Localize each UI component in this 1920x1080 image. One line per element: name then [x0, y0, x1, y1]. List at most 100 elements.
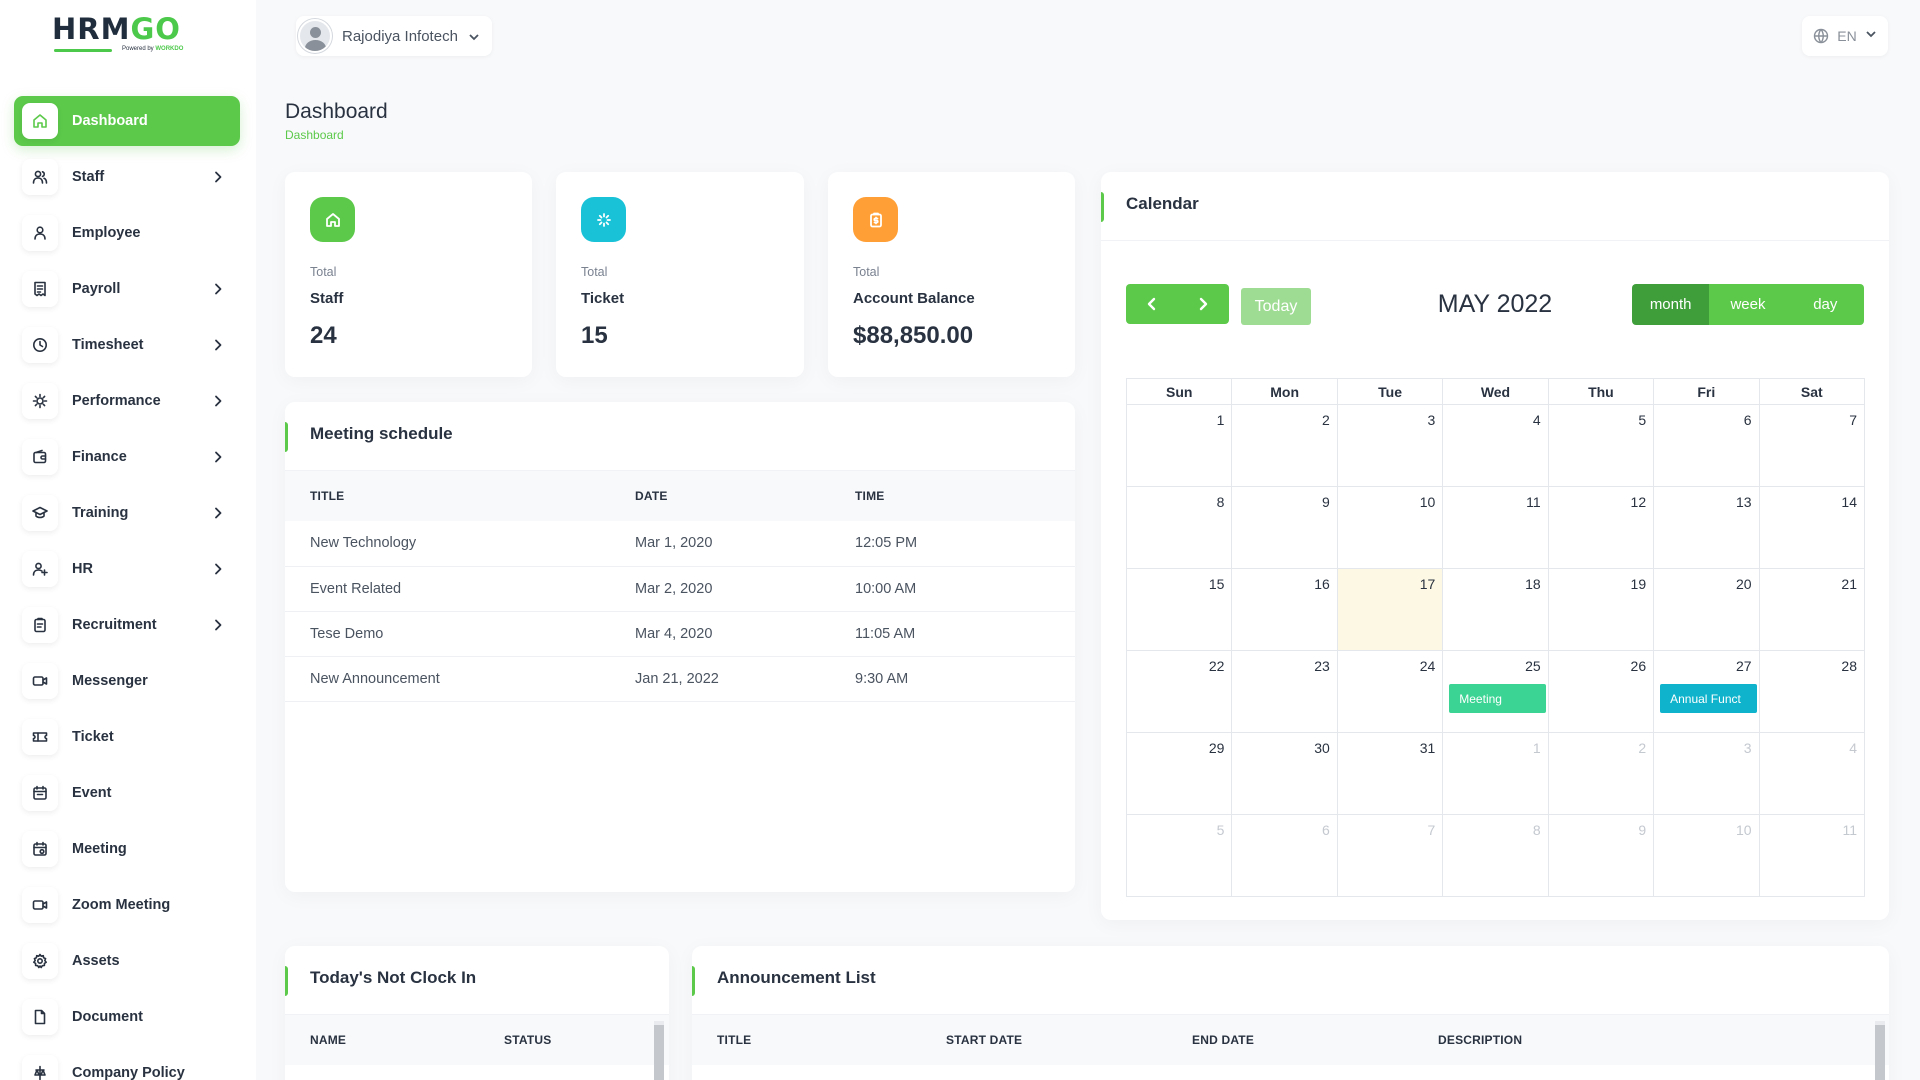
- calendar-day[interactable]: 2: [1231, 404, 1338, 487]
- brand-logo[interactable]: HRMGO Powered by WORKDO: [52, 12, 184, 52]
- column-header[interactable]: START DATE: [946, 1033, 1023, 1047]
- sidebar-item-meeting[interactable]: Meeting: [14, 824, 240, 874]
- table-row[interactable]: New Announcement Jan 21, 2022 9:30 AM: [285, 656, 1075, 701]
- sidebar-item-payroll[interactable]: Payroll: [14, 264, 240, 314]
- calendar-day[interactable]: 8: [1125, 486, 1233, 569]
- column-header[interactable]: END DATE: [1192, 1033, 1255, 1047]
- breadcrumb[interactable]: Dashboard: [285, 128, 344, 142]
- calendar-day[interactable]: 1: [1125, 404, 1233, 487]
- calendar-day[interactable]: 19: [1547, 568, 1655, 651]
- view-week-button[interactable]: week: [1709, 284, 1787, 325]
- calendar-day[interactable]: 24: [1336, 650, 1444, 733]
- calendar-day[interactable]: 11: [1442, 486, 1549, 569]
- calendar-day[interactable]: 12: [1547, 486, 1655, 569]
- calendar-day[interactable]: 25 Meeting: [1442, 650, 1549, 733]
- calendar-day[interactable]: 10: [1336, 486, 1444, 569]
- table-row[interactable]: Tese Demo Mar 4, 2020 11:05 AM: [285, 611, 1075, 656]
- calendar-day[interactable]: 31: [1336, 732, 1444, 815]
- scrollbar[interactable]: [1875, 1021, 1885, 1080]
- page-title: Dashboard: [285, 100, 388, 123]
- chevron-right-icon: [210, 169, 226, 185]
- calendar-day[interactable]: 16: [1231, 568, 1338, 651]
- calendar-day[interactable]: 10: [1653, 814, 1760, 897]
- calendar-day[interactable]: 29: [1125, 732, 1233, 815]
- sidebar-item-dashboard[interactable]: Dashboard: [14, 96, 240, 146]
- column-header[interactable]: TIME: [855, 489, 885, 503]
- calendar-event[interactable]: Annual Funct: [1660, 684, 1757, 713]
- sidebar-item-company-policy[interactable]: Company Policy: [14, 1048, 240, 1080]
- calendar-day[interactable]: 4: [1442, 404, 1549, 487]
- day-number: 1: [1532, 740, 1541, 756]
- globe-icon: [1814, 28, 1829, 44]
- column-header[interactable]: TITLE: [717, 1033, 752, 1047]
- calendar-day[interactable]: 8: [1442, 814, 1549, 897]
- calendar-day[interactable]: 26: [1547, 650, 1655, 733]
- sidebar-item-assets[interactable]: Assets: [14, 936, 240, 986]
- column-header[interactable]: STATUS: [504, 1033, 552, 1047]
- calendar-day[interactable]: 30: [1231, 732, 1338, 815]
- calendar-day[interactable]: 2: [1547, 732, 1655, 815]
- prev-month-button[interactable]: [1126, 284, 1178, 324]
- calendar-day[interactable]: 6: [1653, 404, 1760, 487]
- column-header[interactable]: DATE: [635, 489, 668, 503]
- calendar-day[interactable]: 3: [1336, 404, 1444, 487]
- column-header[interactable]: NAME: [310, 1033, 347, 1047]
- calendar-day[interactable]: 6: [1231, 814, 1338, 897]
- view-month-button[interactable]: month: [1632, 284, 1710, 325]
- calendar-day[interactable]: 13: [1653, 486, 1760, 569]
- calendar-day-today[interactable]: 17: [1336, 568, 1444, 651]
- calendar-day[interactable]: 1: [1442, 732, 1549, 815]
- day-number: 6: [1743, 412, 1752, 428]
- calendar-day[interactable]: 11: [1758, 814, 1866, 897]
- sidebar-item-recruitment[interactable]: Recruitment: [14, 600, 240, 650]
- calendar-day[interactable]: 27 Annual Funct: [1653, 650, 1760, 733]
- sidebar-item-performance[interactable]: Performance: [14, 376, 240, 426]
- calendar-day[interactable]: 18: [1442, 568, 1549, 651]
- sidebar-item-messenger[interactable]: Messenger: [14, 656, 240, 706]
- calendar-day[interactable]: 28: [1758, 650, 1866, 733]
- stat-value: $88,850.00: [853, 322, 974, 349]
- calendar-event[interactable]: Meeting: [1449, 684, 1546, 713]
- calendar-day[interactable]: 23: [1231, 650, 1338, 733]
- sidebar-item-training[interactable]: Training: [14, 488, 240, 538]
- calendar-day[interactable]: 9: [1231, 486, 1338, 569]
- not-clock-in-card: Today's Not Clock In NAME STATUS: [285, 946, 669, 1080]
- table-row[interactable]: Event Related Mar 2, 2020 10:00 AM: [285, 566, 1075, 611]
- calendar-day[interactable]: 15: [1125, 568, 1233, 651]
- sidebar-item-staff[interactable]: Staff: [14, 152, 240, 202]
- table-header: TITLE START DATE END DATE DESCRIPTION: [692, 1015, 1889, 1065]
- calendar-day[interactable]: 22: [1125, 650, 1233, 733]
- calendar-day[interactable]: 7: [1758, 404, 1866, 487]
- scrollbar[interactable]: [654, 1021, 664, 1080]
- table-row[interactable]: New Technology Mar 1, 2020 12:05 PM: [285, 521, 1075, 566]
- organization-switcher[interactable]: Rajodiya Infotech: [296, 16, 492, 56]
- sidebar-item-zoom-meeting[interactable]: Zoom Meeting: [14, 880, 240, 930]
- sidebar-item-employee[interactable]: Employee: [14, 208, 240, 258]
- calendar-day[interactable]: 5: [1125, 814, 1233, 897]
- calendar-day[interactable]: 7: [1336, 814, 1444, 897]
- calendar-day[interactable]: 21: [1758, 568, 1866, 651]
- language-switcher[interactable]: EN: [1802, 16, 1888, 56]
- stat-card-staff: Total Staff 24: [285, 172, 532, 377]
- view-day-button[interactable]: day: [1786, 284, 1864, 325]
- sidebar-item-ticket[interactable]: Ticket: [14, 712, 240, 762]
- sidebar-item-event[interactable]: Event: [14, 768, 240, 818]
- calendar-day[interactable]: 14: [1758, 486, 1866, 569]
- today-button[interactable]: Today: [1241, 288, 1311, 325]
- calendar-day[interactable]: 4: [1758, 732, 1866, 815]
- next-month-button[interactable]: [1178, 284, 1230, 324]
- sidebar-item-finance[interactable]: Finance: [14, 432, 240, 482]
- column-header[interactable]: DESCRIPTION: [1438, 1033, 1523, 1047]
- day-number: 9: [1322, 494, 1330, 510]
- calendar-week-row: 1 2 3 4 5 6 7: [1125, 404, 1866, 487]
- meeting-date: Mar 1, 2020: [635, 535, 713, 552]
- sidebar-item-hr[interactable]: HR: [14, 544, 240, 594]
- sidebar-item-document[interactable]: Document: [14, 992, 240, 1042]
- sidebar-item-timesheet[interactable]: Timesheet: [14, 320, 240, 370]
- column-header[interactable]: TITLE: [310, 489, 345, 503]
- calendar-day[interactable]: 5: [1547, 404, 1655, 487]
- calendar-day[interactable]: 9: [1547, 814, 1655, 897]
- meeting-title: New Announcement: [310, 670, 440, 687]
- calendar-day[interactable]: 3: [1653, 732, 1760, 815]
- calendar-day[interactable]: 20: [1653, 568, 1760, 651]
